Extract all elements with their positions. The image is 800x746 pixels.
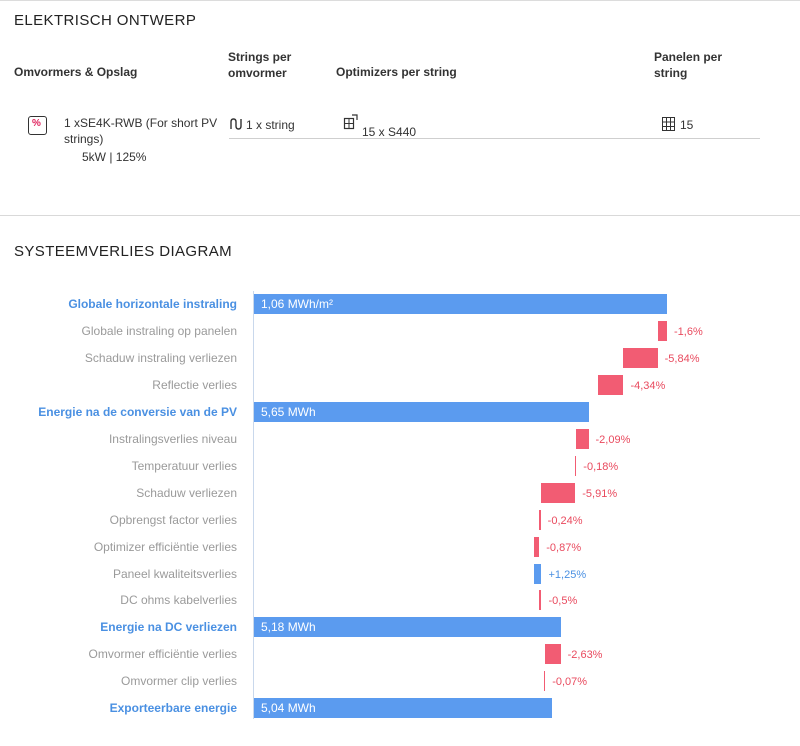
losses-title: SYSTEEMVERLIES DIAGRAM xyxy=(14,243,233,260)
loss-label: Reflectie verlies xyxy=(152,377,237,392)
loss-label: Omvormer clip verlies xyxy=(120,674,237,689)
loss-value: -2,09% xyxy=(595,433,631,446)
header-optimizers: Optimizers per string xyxy=(336,65,457,79)
total-value: 5,04 MWh xyxy=(261,701,316,716)
total-label: Globale horizontale instraling xyxy=(68,297,237,311)
loss-bar xyxy=(576,428,589,449)
loss-bar xyxy=(540,482,576,503)
loss-bar xyxy=(575,455,577,476)
total-value: 1,06 MWh/m² xyxy=(261,297,334,311)
optimizers-value: 15 x S440 xyxy=(362,125,417,139)
total-bar xyxy=(254,617,561,638)
loss-bar xyxy=(598,374,624,395)
total-value: 5,18 MWh xyxy=(261,620,316,635)
loss-value: -0,87% xyxy=(546,541,582,554)
loss-label: Instralingsverlies niveau xyxy=(108,431,237,446)
loss-bar xyxy=(545,644,561,665)
total-bar xyxy=(254,294,667,314)
total-label: Exporteerbare energie xyxy=(109,701,237,716)
strings-value: 1 x string xyxy=(246,118,295,132)
loss-value: -4,34% xyxy=(630,379,666,392)
loss-bar xyxy=(534,536,540,557)
total-bar xyxy=(254,401,589,422)
header-strings: Strings per omvormer xyxy=(228,50,292,80)
design-title: ELEKTRISCH ONTWERP xyxy=(14,12,197,29)
loss-bar xyxy=(623,347,658,368)
optimizer-icon xyxy=(343,114,358,130)
top-border xyxy=(0,0,800,1)
gain-value: +1,25% xyxy=(548,568,587,581)
panel-grid-icon xyxy=(662,117,675,131)
loss-label: Globale instraling op panelen xyxy=(81,323,237,338)
total-value: 5,65 MWh xyxy=(261,404,316,419)
loss-bar xyxy=(657,320,667,341)
loss-label: DC ohms kabelverlies xyxy=(120,593,237,608)
loss-value: -5,84% xyxy=(664,352,700,365)
total-label: Energie na DC verliezen xyxy=(100,620,237,635)
section-divider xyxy=(0,215,800,216)
row-underline xyxy=(229,138,760,139)
inverter-name: 1 xSE4K-RWB (For short PV strings) xyxy=(64,116,218,146)
loss-bar xyxy=(544,671,546,692)
loss-label: Paneel kwaliteitsverlies xyxy=(112,566,237,581)
panels-value: 15 xyxy=(680,118,694,132)
loss-value: -5,91% xyxy=(582,487,618,500)
loss-label: Schaduw verliezen xyxy=(136,485,237,500)
loss-label: Optimizer efficiëntie verlies xyxy=(93,539,237,554)
loss-label: Omvormer efficiëntie verlies xyxy=(88,647,238,662)
loss-bar xyxy=(539,509,541,530)
loss-bar xyxy=(538,590,542,611)
loss-value: -0,5% xyxy=(548,595,578,608)
loss-value: -0,07% xyxy=(552,676,588,689)
total-bar xyxy=(254,698,553,719)
string-icon xyxy=(230,118,242,130)
gain-bar xyxy=(534,563,542,584)
header-panels: Panelen per string xyxy=(654,50,723,80)
total-label: Energie na de conversie van de PV xyxy=(38,404,237,419)
inverter-spec: 5kW | 125% xyxy=(82,150,147,164)
chart-axis xyxy=(253,291,254,719)
loss-label: Schaduw instraling verliezen xyxy=(84,350,237,365)
loss-label: Temperatuur verlies xyxy=(131,458,237,473)
inverter-icon: % xyxy=(28,116,47,135)
loss-value: -0,18% xyxy=(583,460,619,473)
loss-value: -0,24% xyxy=(547,514,583,527)
loss-label: Opbrengst factor verlies xyxy=(109,512,237,527)
loss-value: -1,6% xyxy=(674,325,703,338)
loss-value: -2,63% xyxy=(567,649,603,662)
header-inverters: Omvormers & Opslag xyxy=(14,65,138,79)
